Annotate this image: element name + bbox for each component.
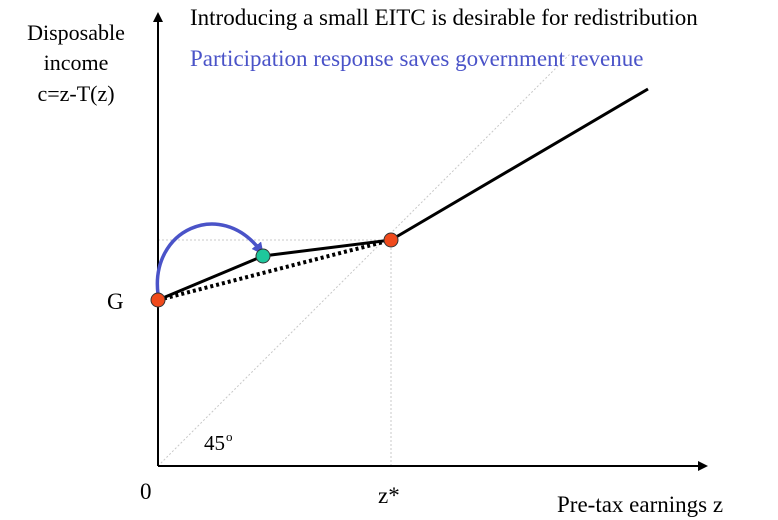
y-axis-label-line-3: c=z-T(z) [37,80,115,106]
point-g [150,292,166,308]
y-axis-label: Disposable income c=z-T(z) [6,18,146,109]
eitc-budget-line [157,87,649,302]
original-budget-line [157,238,392,302]
g-label: G [107,289,124,314]
title-line-1: Introducing a small EITC is desirable fo… [190,5,698,30]
origin-label: 0 [140,479,152,504]
x-axis-label: Pre-tax earnings z [557,492,724,517]
point-z-star [383,232,399,248]
angle-unit: o [226,429,233,444]
forty-five-degree-line [157,53,571,467]
y-axis-label-line-2: income [43,50,109,76]
angle-label: 45o [204,430,233,454]
z-star-label: z* [378,483,400,508]
y-axis-label-line-1: Disposable [27,20,125,45]
participation-arrow [155,222,264,295]
angle-value: 45 [204,431,225,455]
title-line-2: Participation response saves government … [190,46,644,71]
point-new-participant [255,248,271,264]
